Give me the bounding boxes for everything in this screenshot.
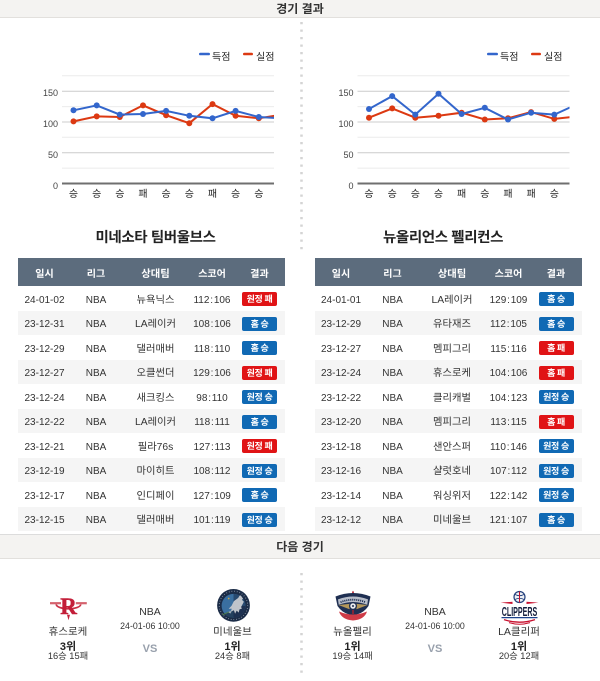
svg-text:R: R	[60, 594, 77, 619]
svg-text:CLIPPERS: CLIPPERS	[502, 604, 538, 619]
